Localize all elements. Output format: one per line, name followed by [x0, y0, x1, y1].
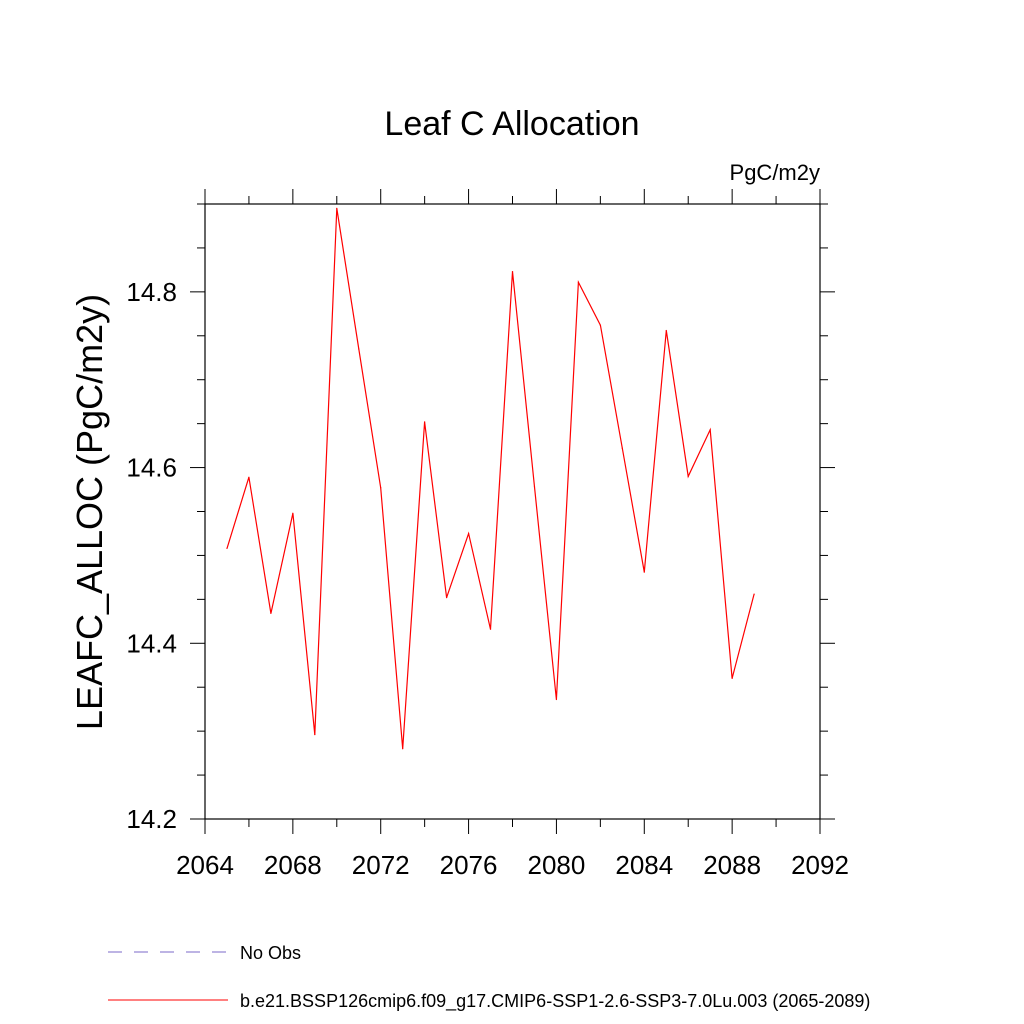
y-tick-label: 14.8	[126, 277, 177, 307]
data-point	[533, 486, 536, 488]
data-point	[358, 348, 360, 350]
x-tick-label: 2076	[440, 850, 498, 880]
x-tick-label: 2064	[176, 850, 234, 880]
y-tick-label: 14.4	[126, 628, 177, 658]
data-point	[446, 597, 448, 599]
y-tick-label: 14.2	[126, 804, 177, 834]
data-point	[621, 447, 623, 449]
data-point	[248, 476, 250, 478]
x-tick-label: 2084	[615, 850, 673, 880]
data-point	[424, 421, 426, 423]
data-point	[753, 593, 755, 595]
x-tick-label: 2088	[703, 850, 761, 880]
x-tick-label: 2072	[352, 850, 410, 880]
data-point	[643, 571, 645, 573]
x-tick-label: 2092	[791, 850, 849, 880]
data-point	[226, 547, 228, 550]
data-point	[555, 698, 558, 701]
x-tick-label: 2080	[528, 850, 586, 880]
data-point	[314, 734, 316, 736]
legend-label: No Obs	[240, 943, 301, 963]
data-point	[336, 207, 338, 209]
y-tick-label: 14.6	[126, 453, 177, 483]
data-point	[270, 612, 272, 615]
data-point	[402, 748, 404, 750]
series-layer	[226, 207, 755, 750]
axes: 2064 2068 2072 2076 2080 2084 2088 2092 14.2 14.4…	[126, 189, 849, 880]
legend: No Obs b.e21.BSSP126cmip6.f09_g17.CMIP6-S…	[108, 943, 870, 1012]
x-tick-label: 2068	[264, 850, 322, 880]
units-label: PgC/m2y	[730, 160, 820, 185]
data-point	[511, 271, 514, 273]
data-point	[599, 324, 601, 326]
data-point	[687, 475, 689, 477]
data-point	[292, 512, 294, 514]
data-point	[577, 281, 579, 283]
data-point	[709, 429, 711, 431]
data-point	[489, 628, 492, 630]
data-point	[380, 487, 382, 489]
data-point	[467, 532, 470, 535]
y-axis-label: LEAFC_ALLOC (PgC/m2y)	[69, 294, 110, 730]
data-point	[665, 329, 667, 332]
chart-title: Leaf C Allocation	[384, 105, 639, 143]
plot-frame	[204, 203, 821, 820]
legend-label: b.e21.BSSP126cmip6.f09_g17.CMIP6-SSP1-2.…	[240, 991, 870, 1012]
series-line	[226, 208, 755, 749]
data-point	[731, 677, 733, 680]
